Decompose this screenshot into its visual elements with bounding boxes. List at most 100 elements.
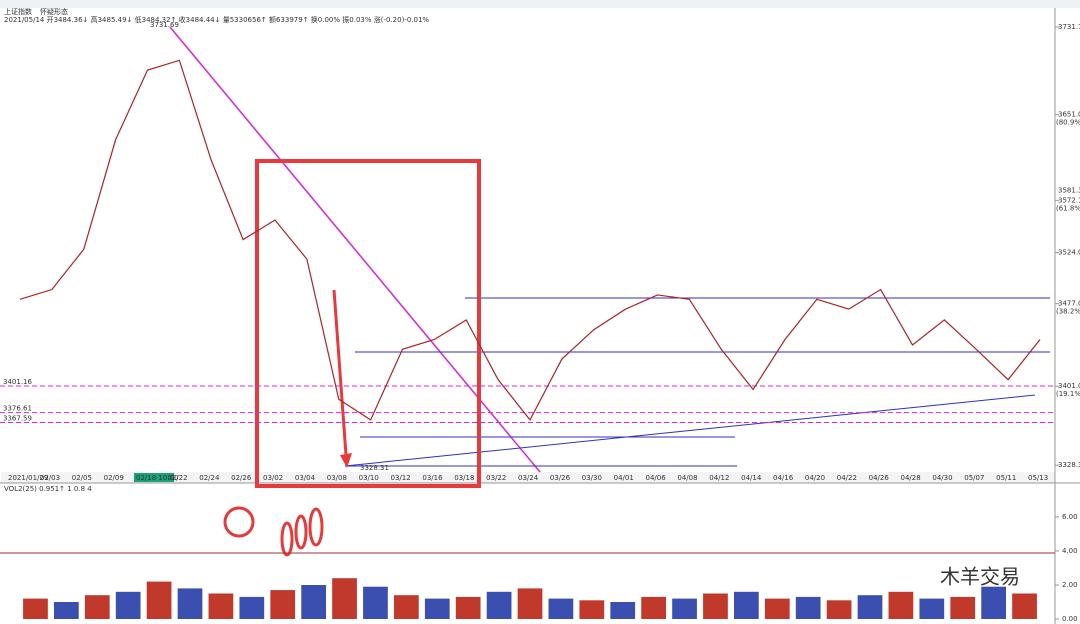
x-tick-label: 04/20 bbox=[805, 474, 825, 482]
volume-bar bbox=[981, 586, 1006, 619]
x-tick-label: 04/30 bbox=[932, 474, 952, 482]
x-tick-label: 03/04 bbox=[295, 474, 316, 482]
x-tick-label: 05/11 bbox=[996, 474, 1016, 482]
x-tick-label: 03/22 bbox=[486, 474, 506, 482]
volume-bar bbox=[826, 600, 852, 619]
x-tick-label: 2021/01/29 bbox=[8, 474, 48, 482]
volume-bar bbox=[23, 598, 48, 619]
y-tick-label: 2.00 bbox=[1062, 581, 1078, 589]
x-tick-label: 04/14 bbox=[741, 474, 762, 482]
volume-bar bbox=[301, 585, 326, 619]
support-line bbox=[344, 394, 1036, 467]
volume-bar bbox=[672, 598, 697, 619]
volume-bar bbox=[363, 586, 388, 619]
volume-bar bbox=[703, 593, 728, 619]
arrow-head bbox=[340, 453, 352, 468]
x-tick-label: 03/02 bbox=[263, 474, 283, 482]
volume-bar bbox=[486, 591, 512, 619]
x-tick-label: 03/12 bbox=[391, 474, 411, 482]
volume-bar bbox=[1012, 593, 1037, 619]
volume-bar bbox=[795, 596, 821, 619]
y-tick-label: 6.00 bbox=[1062, 513, 1078, 521]
x-tick-label: 03/30 bbox=[582, 474, 602, 482]
volume-bar bbox=[950, 596, 976, 619]
volume-bar bbox=[84, 595, 110, 619]
circle-mark bbox=[223, 506, 255, 538]
pattern: 怀疑形态 bbox=[40, 7, 68, 16]
circle-mark bbox=[308, 507, 324, 547]
x-tick-label: 04/01 bbox=[614, 474, 634, 482]
x-tick-label: 04/16 bbox=[773, 474, 794, 482]
level-label: 3376.61 bbox=[3, 405, 32, 413]
x-tick-label: 04/22 bbox=[837, 474, 857, 482]
volume-bar bbox=[579, 600, 605, 619]
volume-bar bbox=[270, 590, 296, 619]
volume-bar bbox=[239, 596, 265, 619]
y-tick-label: 3524.0 bbox=[1058, 249, 1080, 257]
cursor-box bbox=[134, 473, 174, 482]
highlight-box bbox=[255, 159, 481, 488]
volume-bar bbox=[455, 596, 481, 619]
y-tick-label: 4.00 bbox=[1062, 547, 1078, 555]
volume-bar bbox=[424, 598, 450, 619]
x-tick-label: 05/07 bbox=[964, 474, 984, 482]
volume-bar bbox=[764, 598, 790, 619]
volume-bar bbox=[610, 602, 636, 619]
x-tick-label: 05/13 bbox=[1028, 474, 1048, 482]
volume-bar bbox=[208, 593, 234, 619]
date-axis bbox=[1, 472, 1055, 483]
fib-label: (38.2%) bbox=[1056, 308, 1080, 316]
volume-bar bbox=[857, 595, 883, 619]
circle-mark bbox=[280, 521, 294, 557]
watermark: 木羊交易 bbox=[940, 565, 1020, 589]
volume-bar bbox=[146, 581, 172, 619]
toolbar[interactable] bbox=[0, 0, 1080, 8]
volume-bar bbox=[517, 588, 543, 619]
x-tick-label: 02/22 bbox=[167, 474, 187, 482]
y-tick-label: 3401.0 bbox=[1058, 382, 1080, 390]
volume-bar bbox=[177, 588, 203, 619]
high-label: 3731.69 bbox=[150, 21, 179, 29]
low-label: 3328.31 bbox=[360, 464, 389, 472]
symbol: 上证指数 bbox=[4, 7, 32, 16]
x-tick-label: 03/18 bbox=[454, 474, 474, 482]
x-tick-label: 02/26 bbox=[231, 474, 252, 482]
y-tick-label: 3651.0 bbox=[1058, 111, 1080, 119]
x-tick-label: 03/10 bbox=[359, 474, 379, 482]
volume-title: VOL2(25) 0.951↑ 1 0.8 4 bbox=[4, 485, 92, 493]
y-tick-label: 3572.1 bbox=[1058, 196, 1080, 204]
y-tick-label: 3731.7 bbox=[1058, 23, 1080, 31]
volume-bar bbox=[919, 598, 945, 619]
volume-bar bbox=[888, 591, 914, 619]
x-tick-label: 04/28 bbox=[901, 474, 921, 482]
volume-bar bbox=[332, 578, 357, 619]
y-tick-label: 3477.0 bbox=[1058, 300, 1080, 308]
x-tick-label: 03/08 bbox=[327, 474, 347, 482]
header: 2021/05/14 开3484.36↓ 高3485.49↓ 低3484.32↑… bbox=[4, 15, 429, 24]
volume-bar bbox=[734, 591, 759, 619]
price-line bbox=[19, 59, 1041, 421]
volume-bar bbox=[641, 596, 666, 619]
x-tick-label: 02/03 bbox=[40, 474, 60, 482]
fib-label: (61.8%) bbox=[1056, 204, 1080, 212]
x-tick-label: 02/05 bbox=[72, 474, 92, 482]
last-price: 3581.3 bbox=[1058, 186, 1080, 194]
x-tick-label: 03/16 bbox=[422, 474, 443, 482]
level-label: 3401.16 bbox=[3, 378, 32, 386]
volume-bar bbox=[548, 598, 574, 619]
x-tick-label: 04/12 bbox=[709, 474, 729, 482]
volume-bar bbox=[394, 595, 419, 619]
cursor-label: 02/18 10:00 bbox=[136, 474, 179, 482]
x-tick-label: 04/26 bbox=[869, 474, 890, 482]
trend-line bbox=[169, 26, 541, 473]
fib-label: (19.1%) bbox=[1056, 390, 1080, 398]
x-tick-label: 04/06 bbox=[646, 474, 667, 482]
x-tick-label: 02/09 bbox=[104, 474, 124, 482]
y-tick-label: 3328.3 bbox=[1058, 461, 1080, 469]
fib-label: (80.9%) bbox=[1056, 119, 1080, 127]
level-label: 3367.59 bbox=[3, 414, 32, 422]
volume-bar bbox=[115, 591, 141, 619]
y-tick-label: 0.00 bbox=[1062, 615, 1078, 623]
x-tick-label: 04/08 bbox=[677, 474, 697, 482]
